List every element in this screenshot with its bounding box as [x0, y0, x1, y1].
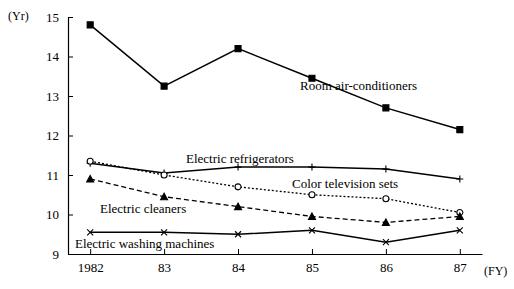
y-tick: 15 [46, 10, 73, 25]
y-axis-label: (Yr) [8, 9, 29, 23]
y-tick-label: 9 [53, 247, 60, 262]
x-tick: 1982 [78, 249, 104, 275]
series-marker [382, 219, 389, 226]
series-marker [309, 227, 315, 233]
x-tick-label: 87 [454, 260, 468, 275]
series-marker [308, 213, 315, 220]
x-tick-mark [238, 249, 239, 254]
plot-area [87, 22, 464, 245]
series-marker [456, 175, 463, 182]
y-tick-mark [68, 215, 73, 216]
series-marker [235, 184, 241, 190]
x-tick: 85 [306, 249, 319, 275]
series-marker [308, 164, 315, 171]
y-tick-label: 14 [46, 49, 60, 64]
series-marker [457, 227, 463, 233]
series-line [90, 179, 460, 222]
series-marker [87, 229, 93, 235]
y-tick: 13 [46, 89, 73, 104]
y-tick-label: 15 [46, 10, 59, 25]
series-marker [457, 127, 463, 133]
series-label: Room air-conditioners [300, 78, 417, 93]
series-marker [235, 231, 241, 237]
y-tick-mark [68, 175, 73, 176]
series-marker [161, 172, 167, 178]
x-tick-label: 86 [380, 260, 394, 275]
x-tick-label: 85 [306, 260, 319, 275]
y-tick-mark [68, 136, 73, 137]
y-tick-label: 10 [46, 207, 59, 222]
y-tick: 14 [46, 49, 73, 64]
y-tick-label: 11 [46, 168, 59, 183]
x-tick: 83 [158, 249, 171, 275]
x-tick: 86 [380, 249, 394, 275]
x-axis-line [69, 254, 483, 255]
series-marker [161, 83, 167, 89]
series-label: Color television sets [292, 176, 398, 191]
series-marker [87, 158, 93, 164]
y-tick: 11 [46, 168, 73, 183]
x-tick-mark [460, 249, 461, 254]
chart-svg: 9 10 11 12 13 14 15 1982 83 84 85 86 87 (Yr) (FY) Room … [0, 0, 514, 289]
x-tick: 87 [454, 249, 468, 275]
series-marker [235, 46, 241, 52]
x-tick-mark [386, 249, 387, 254]
y-tick: 10 [46, 207, 73, 222]
x-tick-label: 84 [232, 260, 246, 275]
x-tick-label: 83 [158, 260, 171, 275]
series-marker [161, 229, 167, 235]
series-label: Electric cleaners [100, 201, 186, 216]
series-marker [383, 105, 389, 111]
x-axis-label: (FY) [484, 264, 507, 278]
series-label: Electric refrigerators [186, 151, 294, 166]
series-marker [383, 196, 389, 202]
x-tick-label: 1982 [78, 260, 104, 275]
series-marker [161, 193, 168, 200]
x-tick: 84 [232, 249, 246, 275]
y-axis: 9 10 11 12 13 14 15 [46, 10, 73, 262]
series-marker [87, 22, 93, 28]
x-axis: 1982 83 84 85 86 87 [69, 249, 483, 275]
series-marker [383, 239, 389, 245]
y-tick: 12 [46, 128, 73, 143]
series-marker [382, 166, 389, 173]
series-marker [309, 192, 315, 198]
y-tick-label: 12 [46, 128, 59, 143]
series-line [90, 25, 460, 130]
y-tick-mark [68, 57, 73, 58]
series-label: Electric washing machines [75, 236, 214, 251]
x-tick-mark [312, 249, 313, 254]
y-tick-mark [68, 96, 73, 97]
y-tick-label: 13 [46, 89, 59, 104]
series-marker [456, 213, 463, 220]
series-marker [235, 203, 242, 210]
series-marker [87, 175, 94, 182]
y-tick-mark [68, 17, 73, 18]
